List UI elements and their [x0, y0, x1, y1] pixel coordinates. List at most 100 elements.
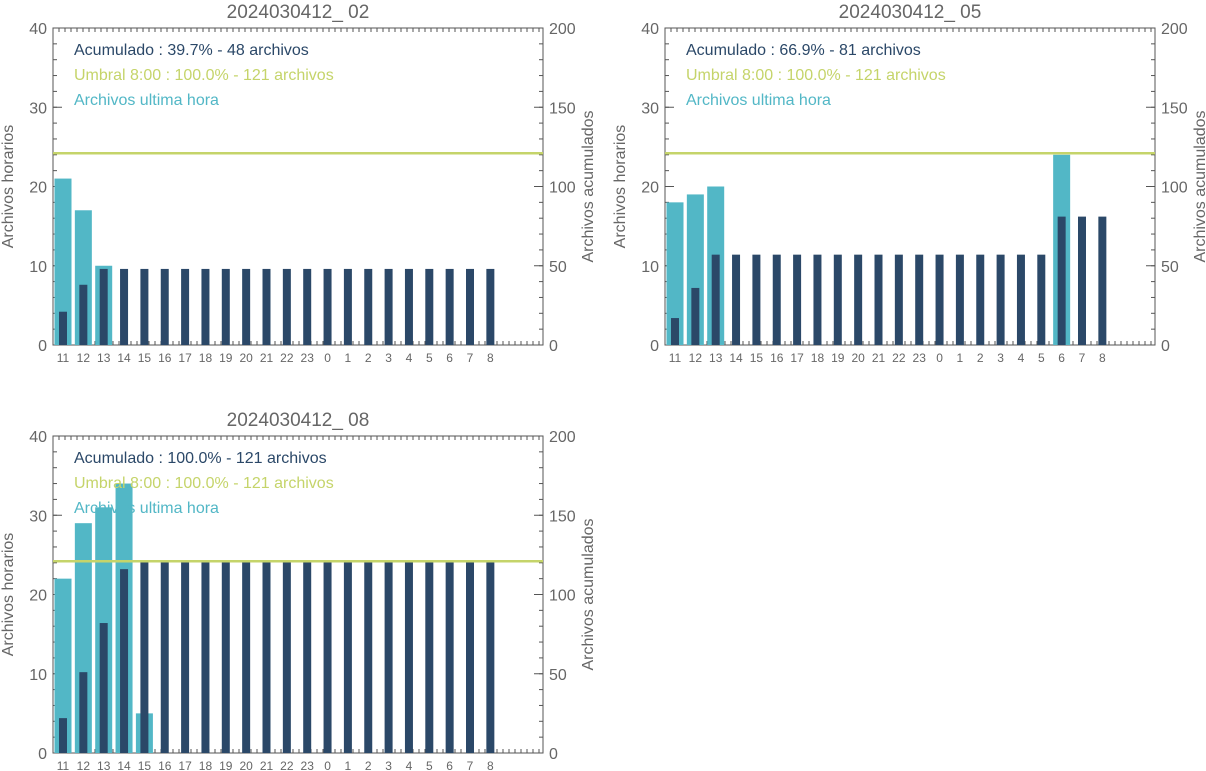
x-tick-label: 17 [178, 351, 192, 365]
x-tick-label: 0 [324, 351, 331, 365]
cumulative-bar [772, 254, 781, 345]
cumulative-bar [466, 268, 474, 345]
y-tick-label: 10 [641, 259, 659, 276]
cumulative-bar [384, 561, 393, 753]
cumulative-bar [282, 268, 291, 345]
cumulative-bar [466, 561, 474, 753]
y2-tick-label: 0 [1161, 338, 1170, 355]
cumulative-bar [242, 561, 251, 753]
legend-cumulative: Acumulado : 66.9% - 81 archivos [686, 42, 921, 59]
x-tick-label: 18 [199, 759, 213, 771]
y2-tick-label: 100 [549, 588, 576, 605]
x-tick-label: 22 [280, 351, 294, 365]
x-tick-label: 5 [1038, 351, 1045, 365]
x-tick-label: 20 [851, 351, 865, 365]
cumulative-bar [384, 268, 393, 345]
cumulative-bar [1037, 254, 1046, 345]
y-tick-label: 20 [29, 180, 47, 197]
y-tick-label: 0 [38, 338, 47, 355]
legend-threshold: Umbral 8:00 : 100.0% - 121 archivos [74, 67, 334, 84]
x-tick-label: 13 [97, 351, 111, 365]
cumulative-bar [425, 561, 434, 753]
x-tick-label: 21 [260, 351, 274, 365]
x-tick-label: 21 [872, 351, 886, 365]
cumulative-bar [160, 268, 169, 345]
x-tick-label: 8 [487, 759, 494, 771]
cumulative-bar [894, 254, 903, 345]
x-tick-label: 5 [426, 351, 433, 365]
cumulative-bar [955, 254, 964, 345]
cumulative-bar [404, 268, 413, 345]
cumulative-bar [79, 284, 88, 345]
x-tick-label: 12 [689, 351, 703, 365]
cumulative-bar [486, 561, 495, 753]
hourly-bar [74, 210, 92, 345]
x-tick-label: 22 [892, 351, 906, 365]
y-tick-label: 20 [29, 588, 47, 605]
x-tick-label: 1 [345, 351, 352, 365]
chart-title: 2024030412_ 05 [839, 2, 982, 23]
hourly-bar [54, 178, 72, 345]
x-tick-label: 8 [1099, 351, 1106, 365]
x-tick-label: 23 [913, 351, 927, 365]
cumulative-bar [343, 561, 352, 753]
x-tick-label: 5 [426, 759, 433, 771]
cumulative-bar [996, 254, 1005, 345]
x-tick-label: 14 [729, 351, 743, 365]
x-tick-label: 17 [790, 351, 804, 365]
cumulative-bar [99, 623, 108, 753]
chart-title: 2024030412_ 02 [227, 2, 370, 23]
chart-title: 2024030412_ 08 [227, 410, 370, 431]
legend-hourly: Archivos ultima hora [74, 92, 219, 109]
cumulative-bar [425, 268, 434, 345]
x-tick-label: 19 [219, 351, 233, 365]
y2-tick-label: 50 [1161, 259, 1179, 276]
y2-tick-label: 100 [1161, 180, 1188, 197]
x-tick-label: 15 [138, 759, 152, 771]
y2-axis-label: Archivos acumulados [1192, 110, 1206, 262]
x-tick-label: 16 [770, 351, 784, 365]
x-tick-label: 6 [446, 759, 453, 771]
cumulative-bar [364, 268, 373, 345]
x-tick-label: 15 [138, 351, 152, 365]
x-tick-label: 18 [811, 351, 825, 365]
x-tick-label: 16 [158, 759, 172, 771]
cumulative-bar [201, 268, 210, 345]
y2-tick-label: 200 [549, 21, 576, 38]
cumulative-bar [915, 254, 924, 345]
cumulative-bar [445, 561, 454, 753]
x-tick-label: 7 [1079, 351, 1086, 365]
x-tick-label: 3 [997, 351, 1004, 365]
y-axis-label: Archivos horarios [0, 125, 17, 249]
chart-panel-1: 2024030412_ 02010203040050100150200Archi… [0, 2, 597, 365]
cumulative-bar [120, 569, 129, 753]
cumulative-bar [935, 254, 944, 345]
y2-tick-label: 50 [549, 667, 567, 684]
x-tick-label: 19 [831, 351, 845, 365]
cumulative-bar [120, 268, 129, 345]
y-tick-label: 30 [641, 100, 659, 117]
cumulative-bar [404, 561, 413, 753]
x-tick-label: 21 [260, 759, 274, 771]
y2-tick-label: 0 [549, 746, 558, 763]
y-tick-label: 0 [38, 746, 47, 763]
hourly-bar [686, 194, 704, 345]
y-tick-label: 10 [29, 259, 47, 276]
x-tick-label: 17 [178, 759, 192, 771]
legend-cumulative: Acumulado : 39.7% - 48 archivos [74, 42, 309, 59]
legend-hourly: Archivos ultima hora [74, 500, 219, 517]
y2-tick-label: 0 [549, 338, 558, 355]
cumulative-bar [221, 268, 230, 345]
x-tick-label: 19 [219, 759, 233, 771]
y2-tick-label: 150 [549, 508, 576, 525]
cumulative-bar [793, 254, 802, 345]
x-tick-label: 1 [345, 759, 352, 771]
legend-threshold: Umbral 8:00 : 100.0% - 121 archivos [686, 67, 946, 84]
x-tick-label: 12 [77, 351, 91, 365]
cumulative-bar [752, 254, 761, 345]
cumulative-bar [221, 561, 230, 753]
x-tick-label: 7 [467, 759, 474, 771]
cumulative-bar [445, 268, 454, 345]
x-tick-label: 4 [406, 351, 413, 365]
